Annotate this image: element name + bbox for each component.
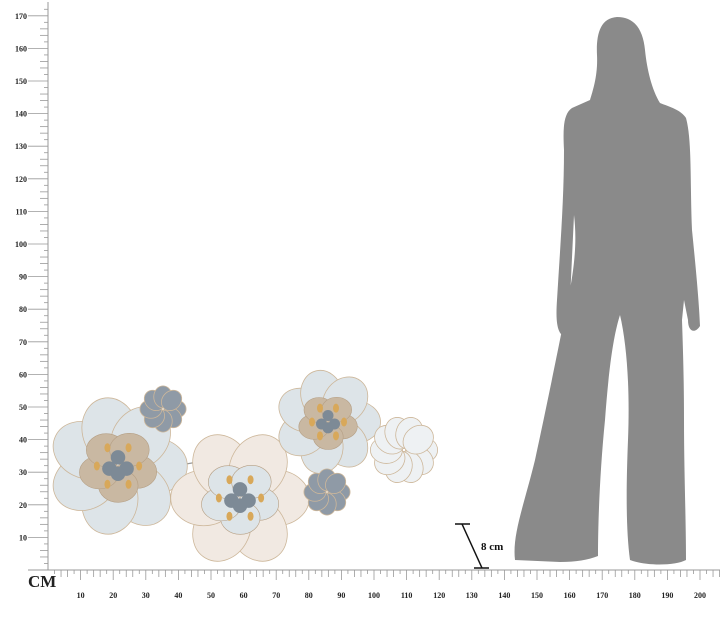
horizontal-tick-label: 30: [142, 591, 150, 600]
flower-large-center: [170, 434, 310, 562]
flower-small-gray-bottom: [303, 468, 351, 516]
vertical-tick-label: 150: [15, 77, 27, 86]
horizontal-tick-label: 90: [337, 591, 345, 600]
horizontal-tick-label: 140: [498, 591, 510, 600]
horizontal-tick-label: 50: [207, 591, 215, 600]
vertical-tick-label: 90: [19, 273, 27, 282]
horizontal-tick-label: 190: [661, 591, 673, 600]
vertical-tick-label: 10: [19, 533, 27, 542]
vertical-tick-label: 50: [19, 403, 27, 412]
vertical-tick-label: 80: [19, 305, 27, 314]
horizontal-tick-label: 180: [629, 591, 641, 600]
horizontal-tick-label: 100: [368, 591, 380, 600]
ruler: 10 20 30 40 50 60 70 80 90 100 110 120 130 140 150 160 1…: [15, 2, 720, 600]
depth-label: 8 cm: [481, 541, 503, 553]
horizontal-tick-label: 200: [694, 591, 706, 600]
vertical-tick-label: 170: [15, 12, 27, 21]
depth-annotation: 8 cm: [455, 523, 503, 569]
vertical-tick-label: 120: [15, 175, 27, 184]
vertical-tick-label: 140: [15, 110, 27, 119]
vertical-tick-label: 30: [19, 468, 27, 477]
horizontal-tick-label: 130: [466, 591, 478, 600]
vertical-tick-label: 70: [19, 338, 27, 347]
horizontal-tick-label: 40: [174, 591, 182, 600]
flower-small-gray-top: [139, 385, 187, 433]
horizontal-tick-label: 170: [596, 591, 608, 600]
ruler-unit-label: CM: [28, 572, 56, 591]
horizontal-tick-label: 150: [531, 591, 543, 600]
horizontal-tick-label: 60: [240, 591, 248, 600]
horizontal-tick-label: 80: [305, 591, 313, 600]
vertical-tick-label: 130: [15, 142, 27, 151]
horizontal-tick-label: 70: [272, 591, 280, 600]
horizontal-tick-label: 20: [109, 591, 117, 600]
vertical-tick-label: 60: [19, 370, 27, 379]
human-silhouette: [514, 17, 700, 565]
vertical-tick-label: 20: [19, 501, 27, 510]
horizontal-tick-label: 160: [564, 591, 576, 600]
vertical-tick-label: 100: [15, 240, 27, 249]
horizontal-tick-label: 10: [77, 591, 85, 600]
vertical-tick-label: 40: [19, 436, 27, 445]
horizontal-tick-label: 120: [433, 591, 445, 600]
flower-small-white: [369, 417, 439, 483]
vertical-tick-label: 110: [15, 207, 27, 216]
flower-wall-decor: [52, 369, 439, 562]
flower-large-left: [52, 397, 188, 535]
flower-upper-right: [278, 369, 381, 475]
horizontal-tick-label: 110: [401, 591, 413, 600]
vertical-tick-label: 160: [15, 44, 27, 53]
